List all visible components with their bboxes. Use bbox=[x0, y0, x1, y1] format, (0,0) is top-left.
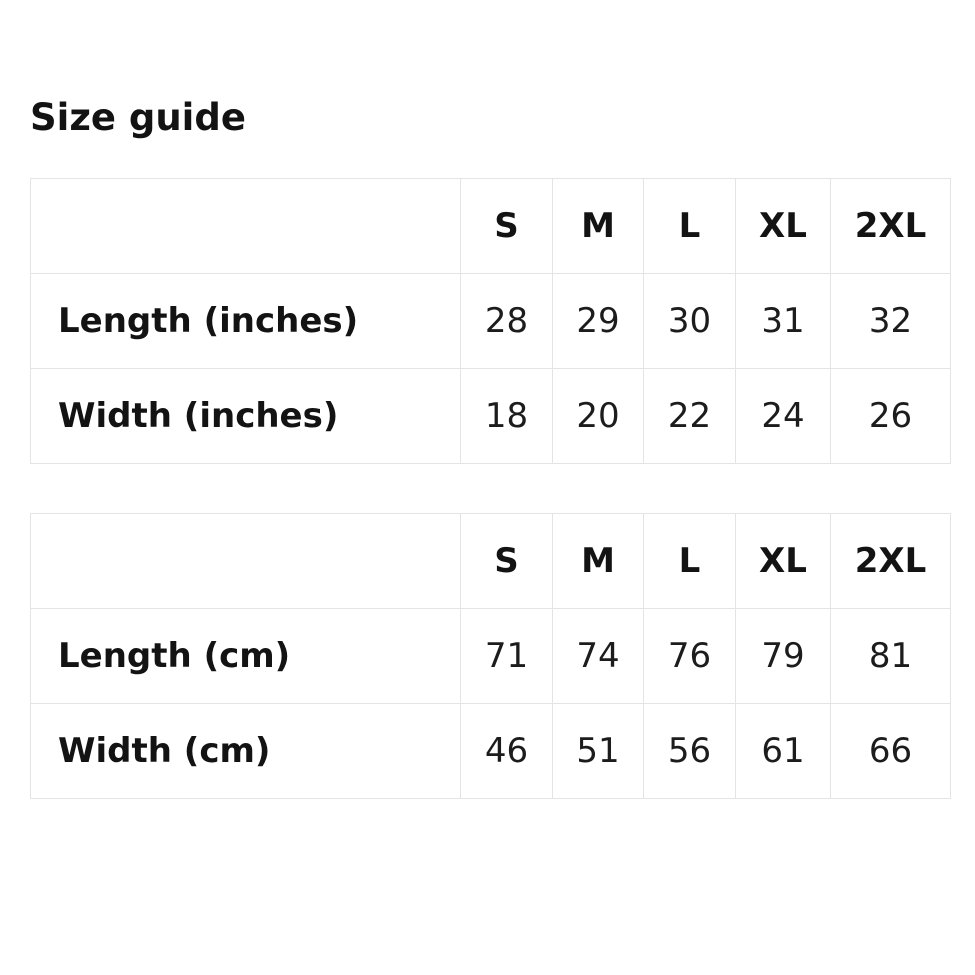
table-row: Length (inches) 28 29 30 31 32 bbox=[30, 273, 951, 370]
table-row: Width (cm) 46 51 56 61 66 bbox=[30, 703, 951, 800]
size-value: 18 bbox=[460, 368, 553, 465]
table-header-row: S M L XL 2XL bbox=[30, 178, 951, 275]
size-table-cm: S M L XL 2XL Length (cm) 71 74 76 79 81 … bbox=[30, 513, 951, 800]
table-row: Length (cm) 71 74 76 79 81 bbox=[30, 608, 951, 705]
column-header-s: S bbox=[460, 178, 553, 275]
size-value: 30 bbox=[643, 273, 736, 370]
row-label-length-inches: Length (inches) bbox=[30, 273, 461, 370]
size-value: 26 bbox=[830, 368, 951, 465]
size-value: 51 bbox=[552, 703, 644, 800]
size-value: 29 bbox=[552, 273, 644, 370]
row-label-width-cm: Width (cm) bbox=[30, 703, 461, 800]
size-value: 81 bbox=[830, 608, 951, 705]
column-header-m: M bbox=[552, 178, 644, 275]
size-value: 66 bbox=[830, 703, 951, 800]
row-label-width-inches: Width (inches) bbox=[30, 368, 461, 465]
size-value: 61 bbox=[735, 703, 831, 800]
size-value: 46 bbox=[460, 703, 553, 800]
column-header-2xl: 2XL bbox=[830, 513, 951, 610]
table-row: Width (inches) 18 20 22 24 26 bbox=[30, 368, 951, 465]
size-value: 24 bbox=[735, 368, 831, 465]
size-value: 32 bbox=[830, 273, 951, 370]
size-value: 79 bbox=[735, 608, 831, 705]
column-header-m: M bbox=[552, 513, 644, 610]
size-value: 20 bbox=[552, 368, 644, 465]
size-value: 76 bbox=[643, 608, 736, 705]
row-label-length-cm: Length (cm) bbox=[30, 608, 461, 705]
size-value: 56 bbox=[643, 703, 736, 800]
table-header-row: S M L XL 2XL bbox=[30, 513, 951, 610]
size-guide-section: Size guide S M L XL 2XL Length (inches) … bbox=[30, 96, 951, 800]
column-header-l: L bbox=[643, 513, 736, 610]
column-header-xl: XL bbox=[735, 513, 831, 610]
size-value: 71 bbox=[460, 608, 553, 705]
corner-cell-blank bbox=[30, 513, 461, 610]
size-value: 74 bbox=[552, 608, 644, 705]
corner-cell-blank bbox=[30, 178, 461, 275]
size-table-inches: S M L XL 2XL Length (inches) 28 29 30 31… bbox=[30, 178, 951, 465]
size-value: 22 bbox=[643, 368, 736, 465]
column-header-2xl: 2XL bbox=[830, 178, 951, 275]
size-value: 31 bbox=[735, 273, 831, 370]
page-title: Size guide bbox=[30, 96, 246, 139]
size-value: 28 bbox=[460, 273, 553, 370]
column-header-s: S bbox=[460, 513, 553, 610]
column-header-xl: XL bbox=[735, 178, 831, 275]
column-header-l: L bbox=[643, 178, 736, 275]
